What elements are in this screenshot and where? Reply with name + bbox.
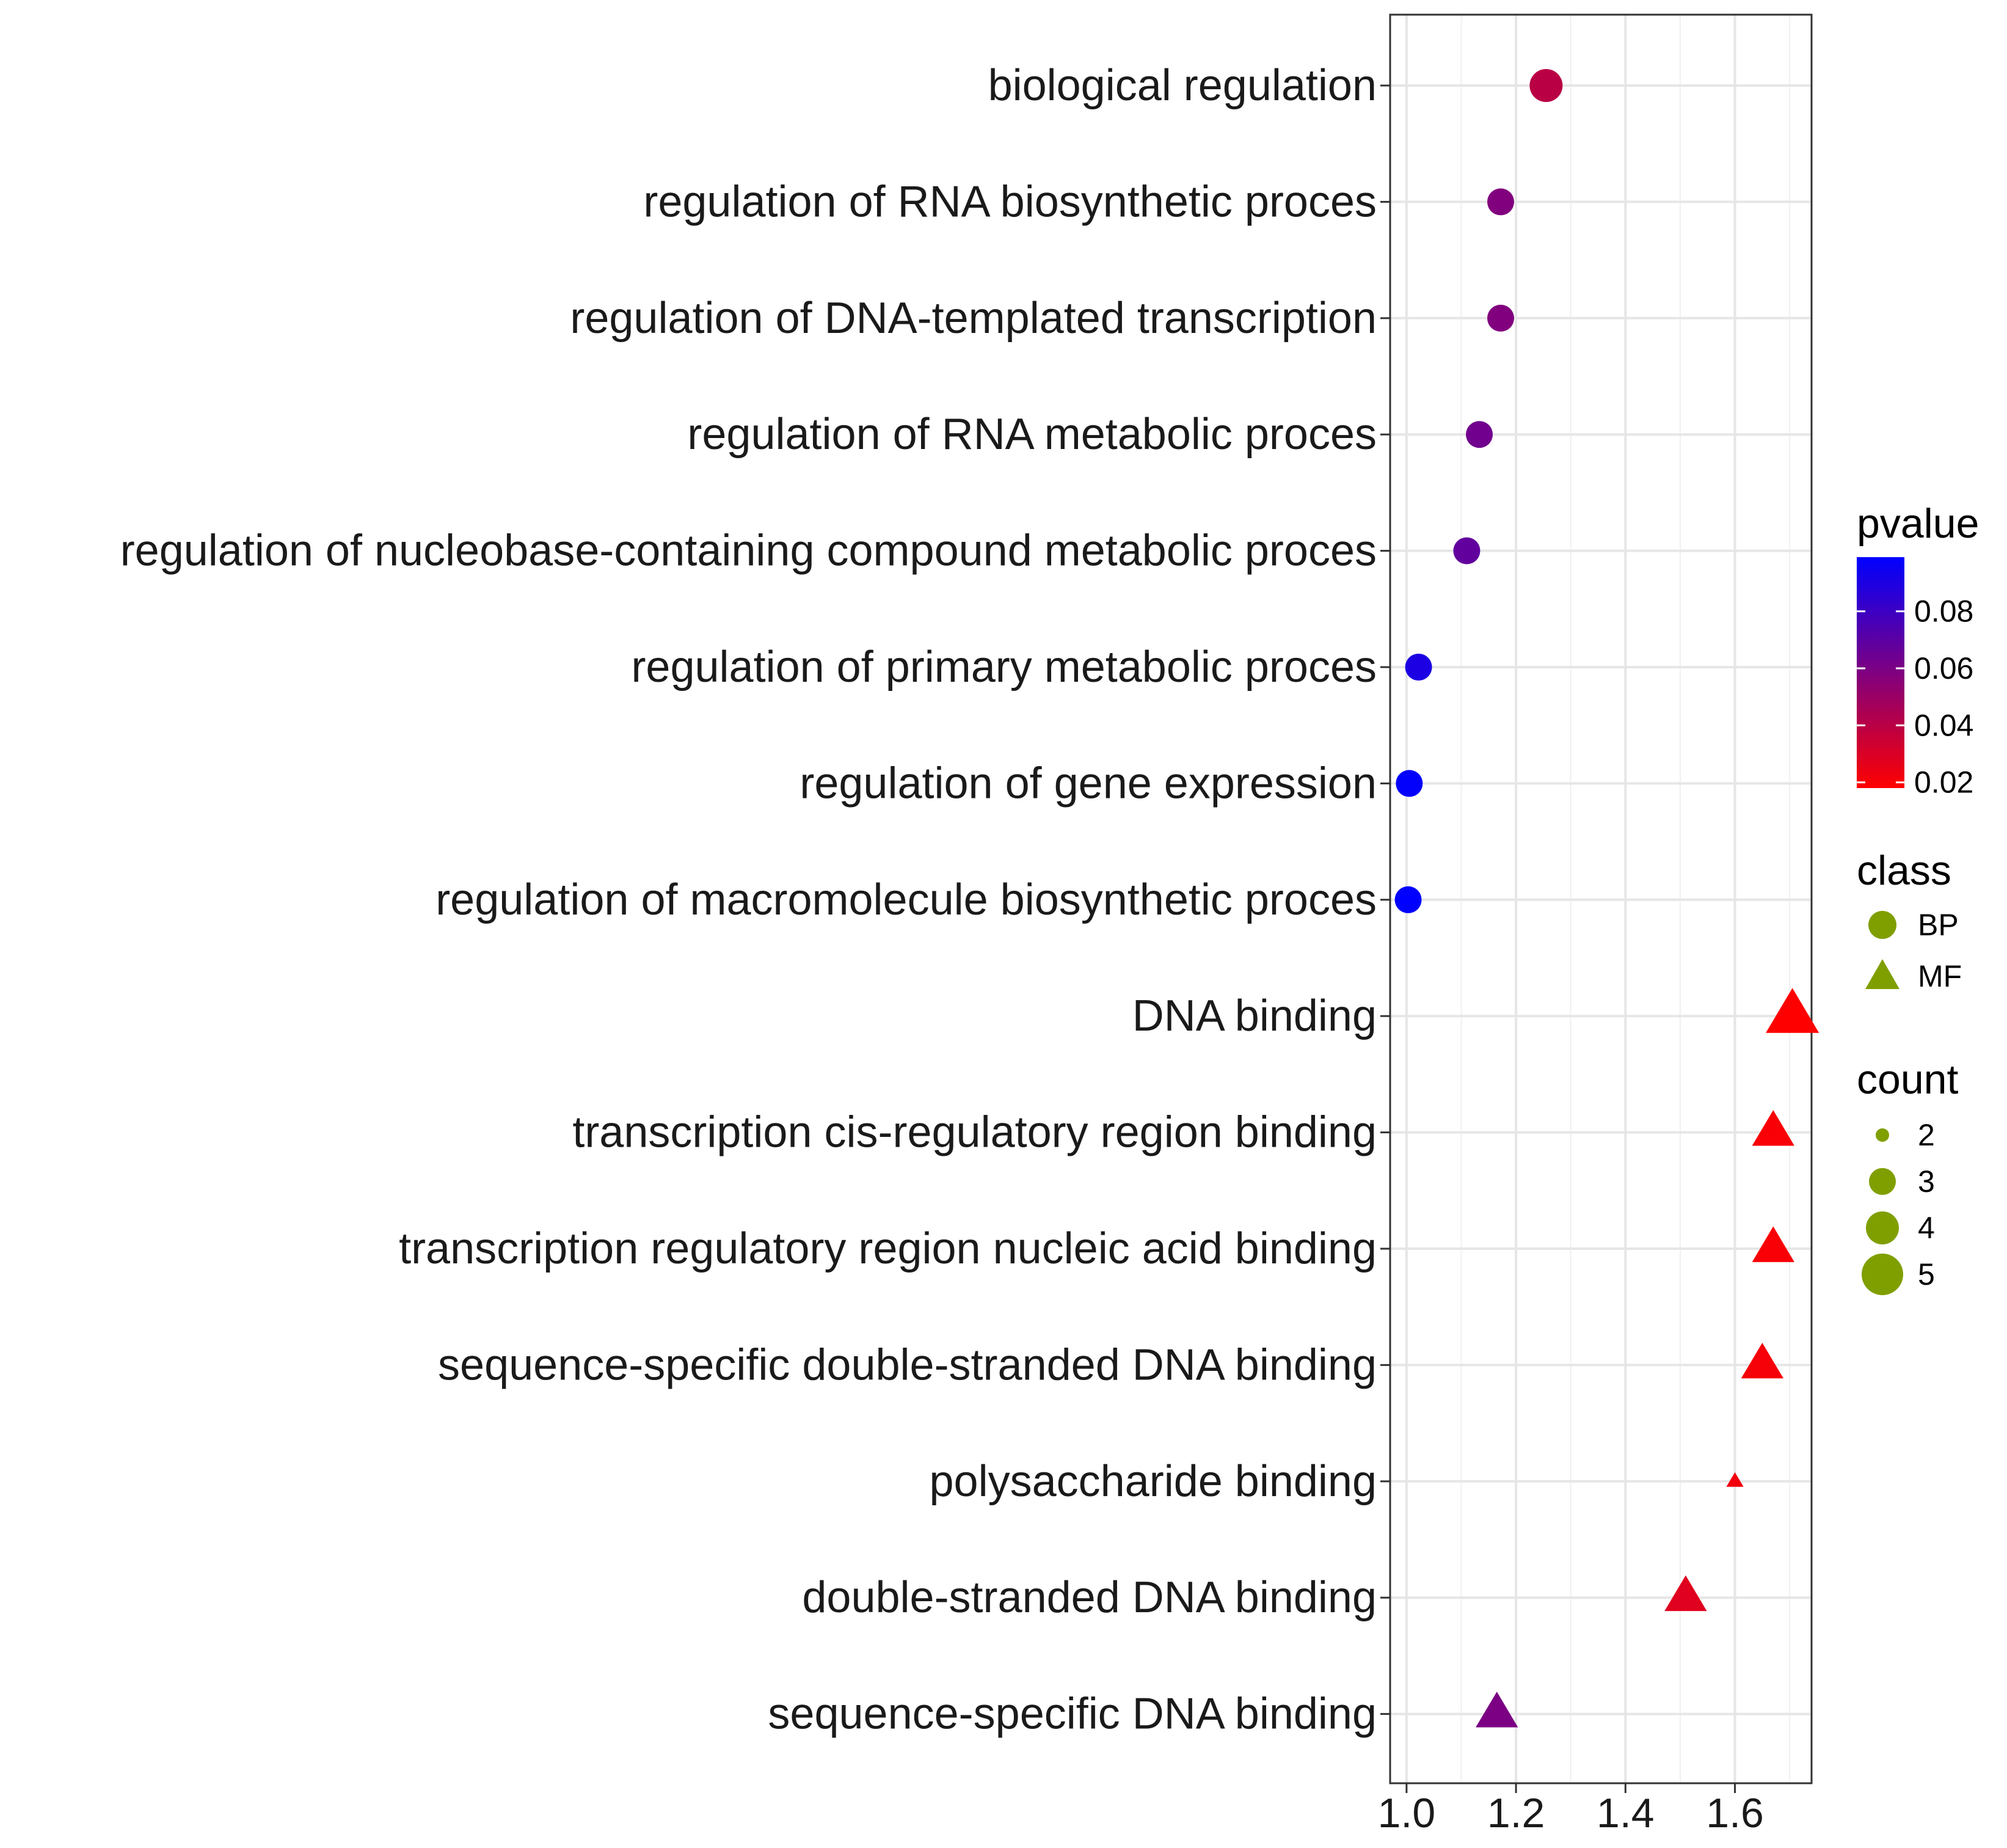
point-circle-7 <box>1394 886 1422 913</box>
point-circle-2 <box>1487 304 1515 332</box>
legend-count-circle-icon-2 <box>1866 1211 1899 1244</box>
legend-count-circle-icon-0 <box>1876 1128 1889 1142</box>
y-label-13: double-stranded DNA binding <box>802 1573 1377 1622</box>
point-circle-6 <box>1396 770 1423 797</box>
point-triangle-13 <box>1664 1575 1707 1612</box>
x-tick-label-1: 1.2 <box>1487 1790 1545 1836</box>
legend-count-circle-icon-3 <box>1862 1254 1903 1295</box>
grid-lines <box>1390 15 1812 1783</box>
y-label-9: transcription cis-regulatory region bind… <box>572 1108 1377 1157</box>
legend-count-label-2: 4 <box>1918 1211 1935 1245</box>
legend-count-label-0: 2 <box>1918 1118 1935 1152</box>
legend-pvalue-title: pvalue <box>1857 500 1979 547</box>
legend-pvalue-label-3: 0.02 <box>1914 765 1973 800</box>
point-circle-4 <box>1453 537 1481 564</box>
legend-count-label-3: 5 <box>1918 1257 1935 1291</box>
point-triangle-11 <box>1741 1342 1783 1379</box>
legend-class-circle-icon <box>1868 911 1896 939</box>
y-label-8: DNA binding <box>1132 992 1377 1040</box>
y-label-4: regulation of nucleobase-containing comp… <box>120 527 1377 575</box>
y-label-10: transcription regulatory region nucleic … <box>399 1224 1377 1273</box>
legend-pvalue-label-1: 0.06 <box>1914 651 1973 685</box>
y-label-0: biological regulation <box>988 61 1377 110</box>
legend-class-label-1: MF <box>1918 959 1962 993</box>
point-triangle-8 <box>1766 988 1819 1033</box>
point-triangle-10 <box>1752 1226 1794 1262</box>
x-axis: 1.0 1.2 1.4 1.6 <box>1378 1783 1764 1836</box>
y-label-2: regulation of DNA-templated transcriptio… <box>570 294 1377 343</box>
y-label-14: sequence-specific DNA binding <box>768 1690 1377 1739</box>
point-circle-0 <box>1529 69 1563 102</box>
legend-class-title: class <box>1857 847 1951 894</box>
y-label-7: regulation of macromolecule biosynthetic… <box>435 875 1377 924</box>
y-label-1: regulation of RNA biosynthetic proces <box>643 177 1377 226</box>
y-label-12: polysaccharide binding <box>930 1457 1377 1506</box>
legend-count-title: count <box>1857 1056 1958 1103</box>
legends: pvalue 0.08 0.06 0.04 0.02 class BP MF count 2 3 4 5 <box>1857 500 1979 1295</box>
point-triangle-9 <box>1752 1110 1794 1146</box>
point-circle-1 <box>1487 188 1515 216</box>
legend-count-circle-icon-1 <box>1869 1168 1896 1195</box>
x-tick-label-2: 1.4 <box>1597 1790 1655 1836</box>
legend-class-triangle-icon <box>1865 959 1900 989</box>
point-triangle-12 <box>1726 1472 1744 1487</box>
x-tick-label-3: 1.6 <box>1706 1790 1764 1836</box>
point-circle-5 <box>1405 654 1432 681</box>
y-label-11: sequence-specific double-stranded DNA bi… <box>438 1340 1377 1389</box>
x-tick-label-0: 1.0 <box>1378 1790 1436 1836</box>
y-label-6: regulation of gene expression <box>800 759 1377 808</box>
legend-pvalue-label-0: 0.08 <box>1914 594 1973 629</box>
point-circle-3 <box>1466 421 1493 448</box>
legend-count-label-1: 3 <box>1918 1164 1935 1199</box>
y-label-5: regulation of primary metabolic proces <box>631 643 1377 692</box>
data-points <box>1394 69 1819 1728</box>
legend-pvalue-colorbar <box>1857 557 1904 788</box>
legend-class-label-0: BP <box>1918 908 1959 942</box>
y-axis-category-labels: biological regulation regulation of RNA b… <box>120 61 1390 1739</box>
legend-pvalue-label-2: 0.04 <box>1914 708 1973 742</box>
y-label-3: regulation of RNA metabolic proces <box>687 410 1377 459</box>
point-triangle-14 <box>1476 1692 1518 1728</box>
